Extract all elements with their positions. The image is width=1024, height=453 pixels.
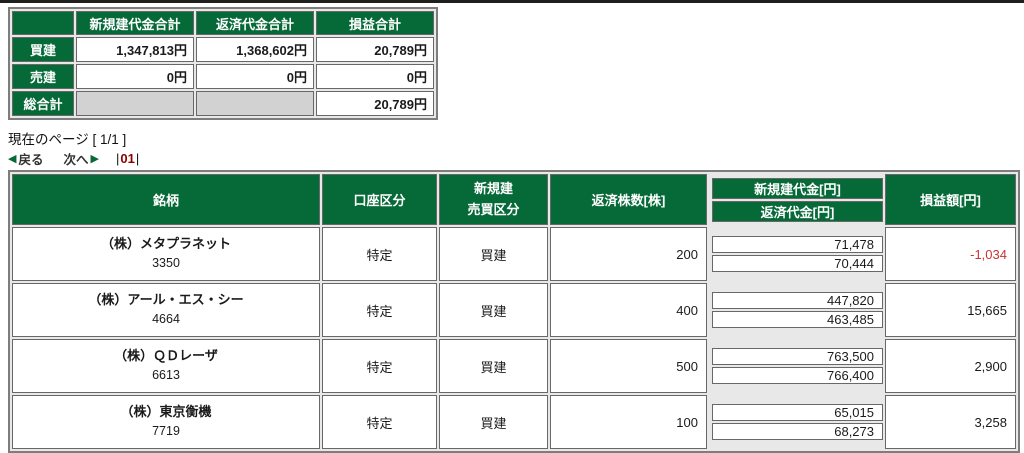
page-separator: | [135, 151, 140, 166]
position-row: （株）アール・エス・シー 4664 特定 買建 400 447,820 463,… [12, 283, 1016, 337]
header-shares: 返済株数[株] [550, 174, 707, 225]
stock-name: （株）メタプラネット [100, 236, 231, 252]
open-amount: 65,015 [712, 404, 883, 421]
header-close-amount: 返済代金[円] [712, 200, 883, 222]
page-separator: | [115, 151, 120, 166]
profit-loss-cell: -1,034 [885, 227, 1016, 281]
trade-side-cell: 買建 [439, 227, 548, 281]
position-row: （株）ＱＤレーザ 6613 特定 買建 500 763,500 766,400 … [12, 339, 1016, 393]
summary-value-disabled [76, 91, 194, 116]
amounts-cell: 447,820 463,485 [709, 283, 883, 337]
summary-totals-table: 新規建代金合計 返済代金合計 損益合計 買建 1,347,813円 1,368,… [8, 7, 438, 120]
stock-code: 7719 [152, 424, 180, 439]
summary-value: 0円 [76, 64, 194, 89]
header-trade-type: 新規建 売買区分 [439, 174, 548, 225]
profit-loss-cell: 3,258 [885, 395, 1016, 449]
stock-code: 6613 [152, 368, 180, 383]
header-open-amount: 新規建代金[円] [712, 177, 883, 199]
positions-header-row: 銘柄 口座区分 新規建 売買区分 返済株数[株] 新規建代金[円] 返済代金[円… [12, 174, 1016, 225]
shares-cell: 200 [550, 227, 707, 281]
symbol-cell: （株）ＱＤレーザ 6613 [12, 339, 320, 393]
close-amount: 463,485 [712, 311, 883, 328]
summary-row-label: 売建 [12, 64, 74, 89]
symbol-cell: （株）東京衡機 7719 [12, 395, 320, 449]
page-number-link[interactable]: 01 [120, 151, 135, 166]
summary-header-open-total: 新規建代金合計 [76, 11, 194, 35]
summary-row-label: 総合計 [12, 91, 74, 116]
close-amount: 70,444 [712, 255, 883, 272]
amounts-cell: 65,015 68,273 [709, 395, 883, 449]
trade-side-cell: 買建 [439, 395, 548, 449]
account-type-cell: 特定 [322, 283, 437, 337]
summary-value-disabled [196, 91, 314, 116]
stock-name: （株）東京衡機 [120, 404, 212, 420]
back-arrow-icon: ◀ [8, 153, 17, 165]
summary-row-label: 買建 [12, 37, 74, 62]
symbol-cell: （株）アール・エス・シー 4664 [12, 283, 320, 337]
header-trade-line1: 新規建 [473, 180, 513, 196]
summary-value: 1,368,602円 [196, 37, 314, 62]
stock-code: 3350 [152, 256, 180, 271]
account-type-cell: 特定 [322, 339, 437, 393]
summary-row-grand-total: 総合計 20,789円 [12, 91, 434, 116]
summary-row-short: 売建 0円 0円 0円 [12, 64, 434, 89]
header-symbol: 銘柄 [12, 174, 320, 225]
shares-cell: 100 [550, 395, 707, 449]
position-row: （株）東京衡機 7719 特定 買建 100 65,015 68,273 3,2… [12, 395, 1016, 449]
profit-loss-cell: 2,900 [885, 339, 1016, 393]
stock-code: 4664 [152, 312, 180, 327]
account-type-cell: 特定 [322, 395, 437, 449]
header-amounts: 新規建代金[円] 返済代金[円] [709, 174, 883, 225]
summary-value: 20,789円 [316, 91, 434, 116]
header-profit-loss: 損益額[円] [885, 174, 1016, 225]
stock-name: （株）アール・エス・シー [88, 292, 244, 308]
header-trade-line2: 売買区分 [467, 201, 520, 217]
summary-value: 0円 [316, 64, 434, 89]
open-amount: 71,478 [712, 236, 883, 253]
open-amount: 763,500 [712, 348, 883, 365]
close-amount: 68,273 [712, 423, 883, 440]
shares-cell: 400 [550, 283, 707, 337]
shares-cell: 500 [550, 339, 707, 393]
profit-loss-cell: 15,665 [885, 283, 1016, 337]
open-amount: 447,820 [712, 292, 883, 309]
summary-header-close-total: 返済代金合計 [196, 11, 314, 35]
close-amount: 766,400 [712, 367, 883, 384]
trade-side-cell: 買建 [439, 283, 548, 337]
next-arrow-icon: ▶ [90, 153, 99, 165]
summary-header-row: 新規建代金合計 返済代金合計 損益合計 [12, 11, 434, 35]
amounts-cell: 71,478 70,444 [709, 227, 883, 281]
current-page-status: 現在のページ [ 1/1 ] [8, 132, 127, 147]
pagination-nav: ◀ 戻る 次へ ▶ | 01 | [8, 149, 140, 168]
summary-row-long: 買建 1,347,813円 1,368,602円 20,789円 [12, 37, 434, 62]
summary-value: 1,347,813円 [76, 37, 194, 62]
stock-name: （株）ＱＤレーザ [114, 348, 218, 364]
position-row: （株）メタプラネット 3350 特定 買建 200 71,478 70,444 … [12, 227, 1016, 281]
trade-side-cell: 買建 [439, 339, 548, 393]
summary-value: 0円 [196, 64, 314, 89]
amounts-cell: 763,500 766,400 [709, 339, 883, 393]
account-type-cell: 特定 [322, 227, 437, 281]
summary-header-pl-total: 損益合計 [316, 11, 434, 35]
top-divider-bar [0, 0, 1024, 3]
header-account-type: 口座区分 [322, 174, 437, 225]
next-link[interactable]: 次へ [63, 153, 89, 167]
back-link[interactable]: 戻る [18, 153, 44, 167]
symbol-cell: （株）メタプラネット 3350 [12, 227, 320, 281]
positions-table: 銘柄 口座区分 新規建 売買区分 返済株数[株] 新規建代金[円] 返済代金[円… [8, 170, 1020, 453]
summary-corner-cell [12, 11, 74, 35]
summary-value: 20,789円 [316, 37, 434, 62]
